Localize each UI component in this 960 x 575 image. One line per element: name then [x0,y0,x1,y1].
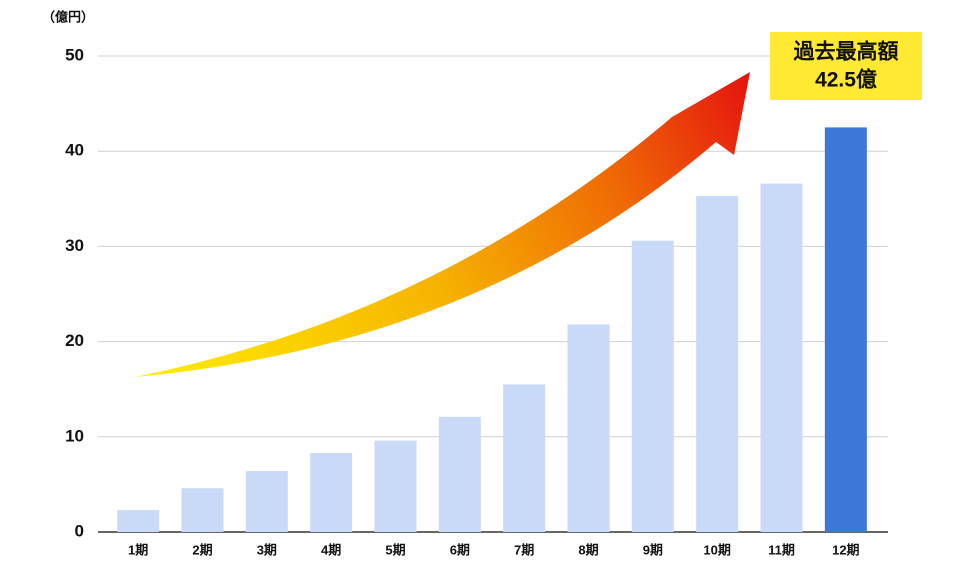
x-tick-label: 2期 [192,542,212,557]
x-tick-label: 3期 [257,542,277,557]
x-tick-label: 12期 [832,542,859,557]
bar [181,488,224,532]
unit-label: （億円） [42,9,94,24]
grid: 0 10 20 30 40 50 1期 2期 3期 4期 5期 6期 7期 8期 9期 10期 11期 12期 [65,45,888,557]
bar [245,471,288,532]
bar [760,183,803,532]
x-tick-label: 10期 [703,542,730,557]
bar [824,127,867,533]
bar [631,240,674,533]
bar [310,452,353,532]
bar [503,384,546,532]
x-tick-label: 7期 [514,542,534,557]
annotation-line: 42.5億 [815,68,877,92]
y-tick-label: 50 [65,45,84,64]
x-tick-label: 5期 [385,542,405,557]
x-tick-label: 8期 [578,542,598,557]
bar [374,440,417,532]
annotation-box [770,32,922,100]
bars [117,127,867,533]
x-tick-label: 4期 [321,542,341,557]
y-tick-label: 30 [65,236,84,255]
y-tick-label: 0 [75,521,84,540]
bar [438,416,481,532]
bar [117,510,160,532]
y-tick-label: 40 [65,141,84,160]
y-tick-label: 20 [65,331,84,350]
annotation-line: 過去最高額 [794,40,899,64]
y-tick-label: 10 [65,426,84,445]
x-tick-label: 1期 [128,542,148,557]
x-tick-label: 11期 [768,542,795,557]
bar [567,324,610,532]
bar [696,195,739,532]
x-tick-label: 9期 [643,542,663,557]
x-tick-label: 6期 [450,542,470,557]
